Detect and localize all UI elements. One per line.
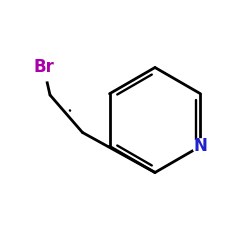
Text: N: N	[194, 137, 207, 155]
Text: Br: Br	[33, 58, 54, 76]
